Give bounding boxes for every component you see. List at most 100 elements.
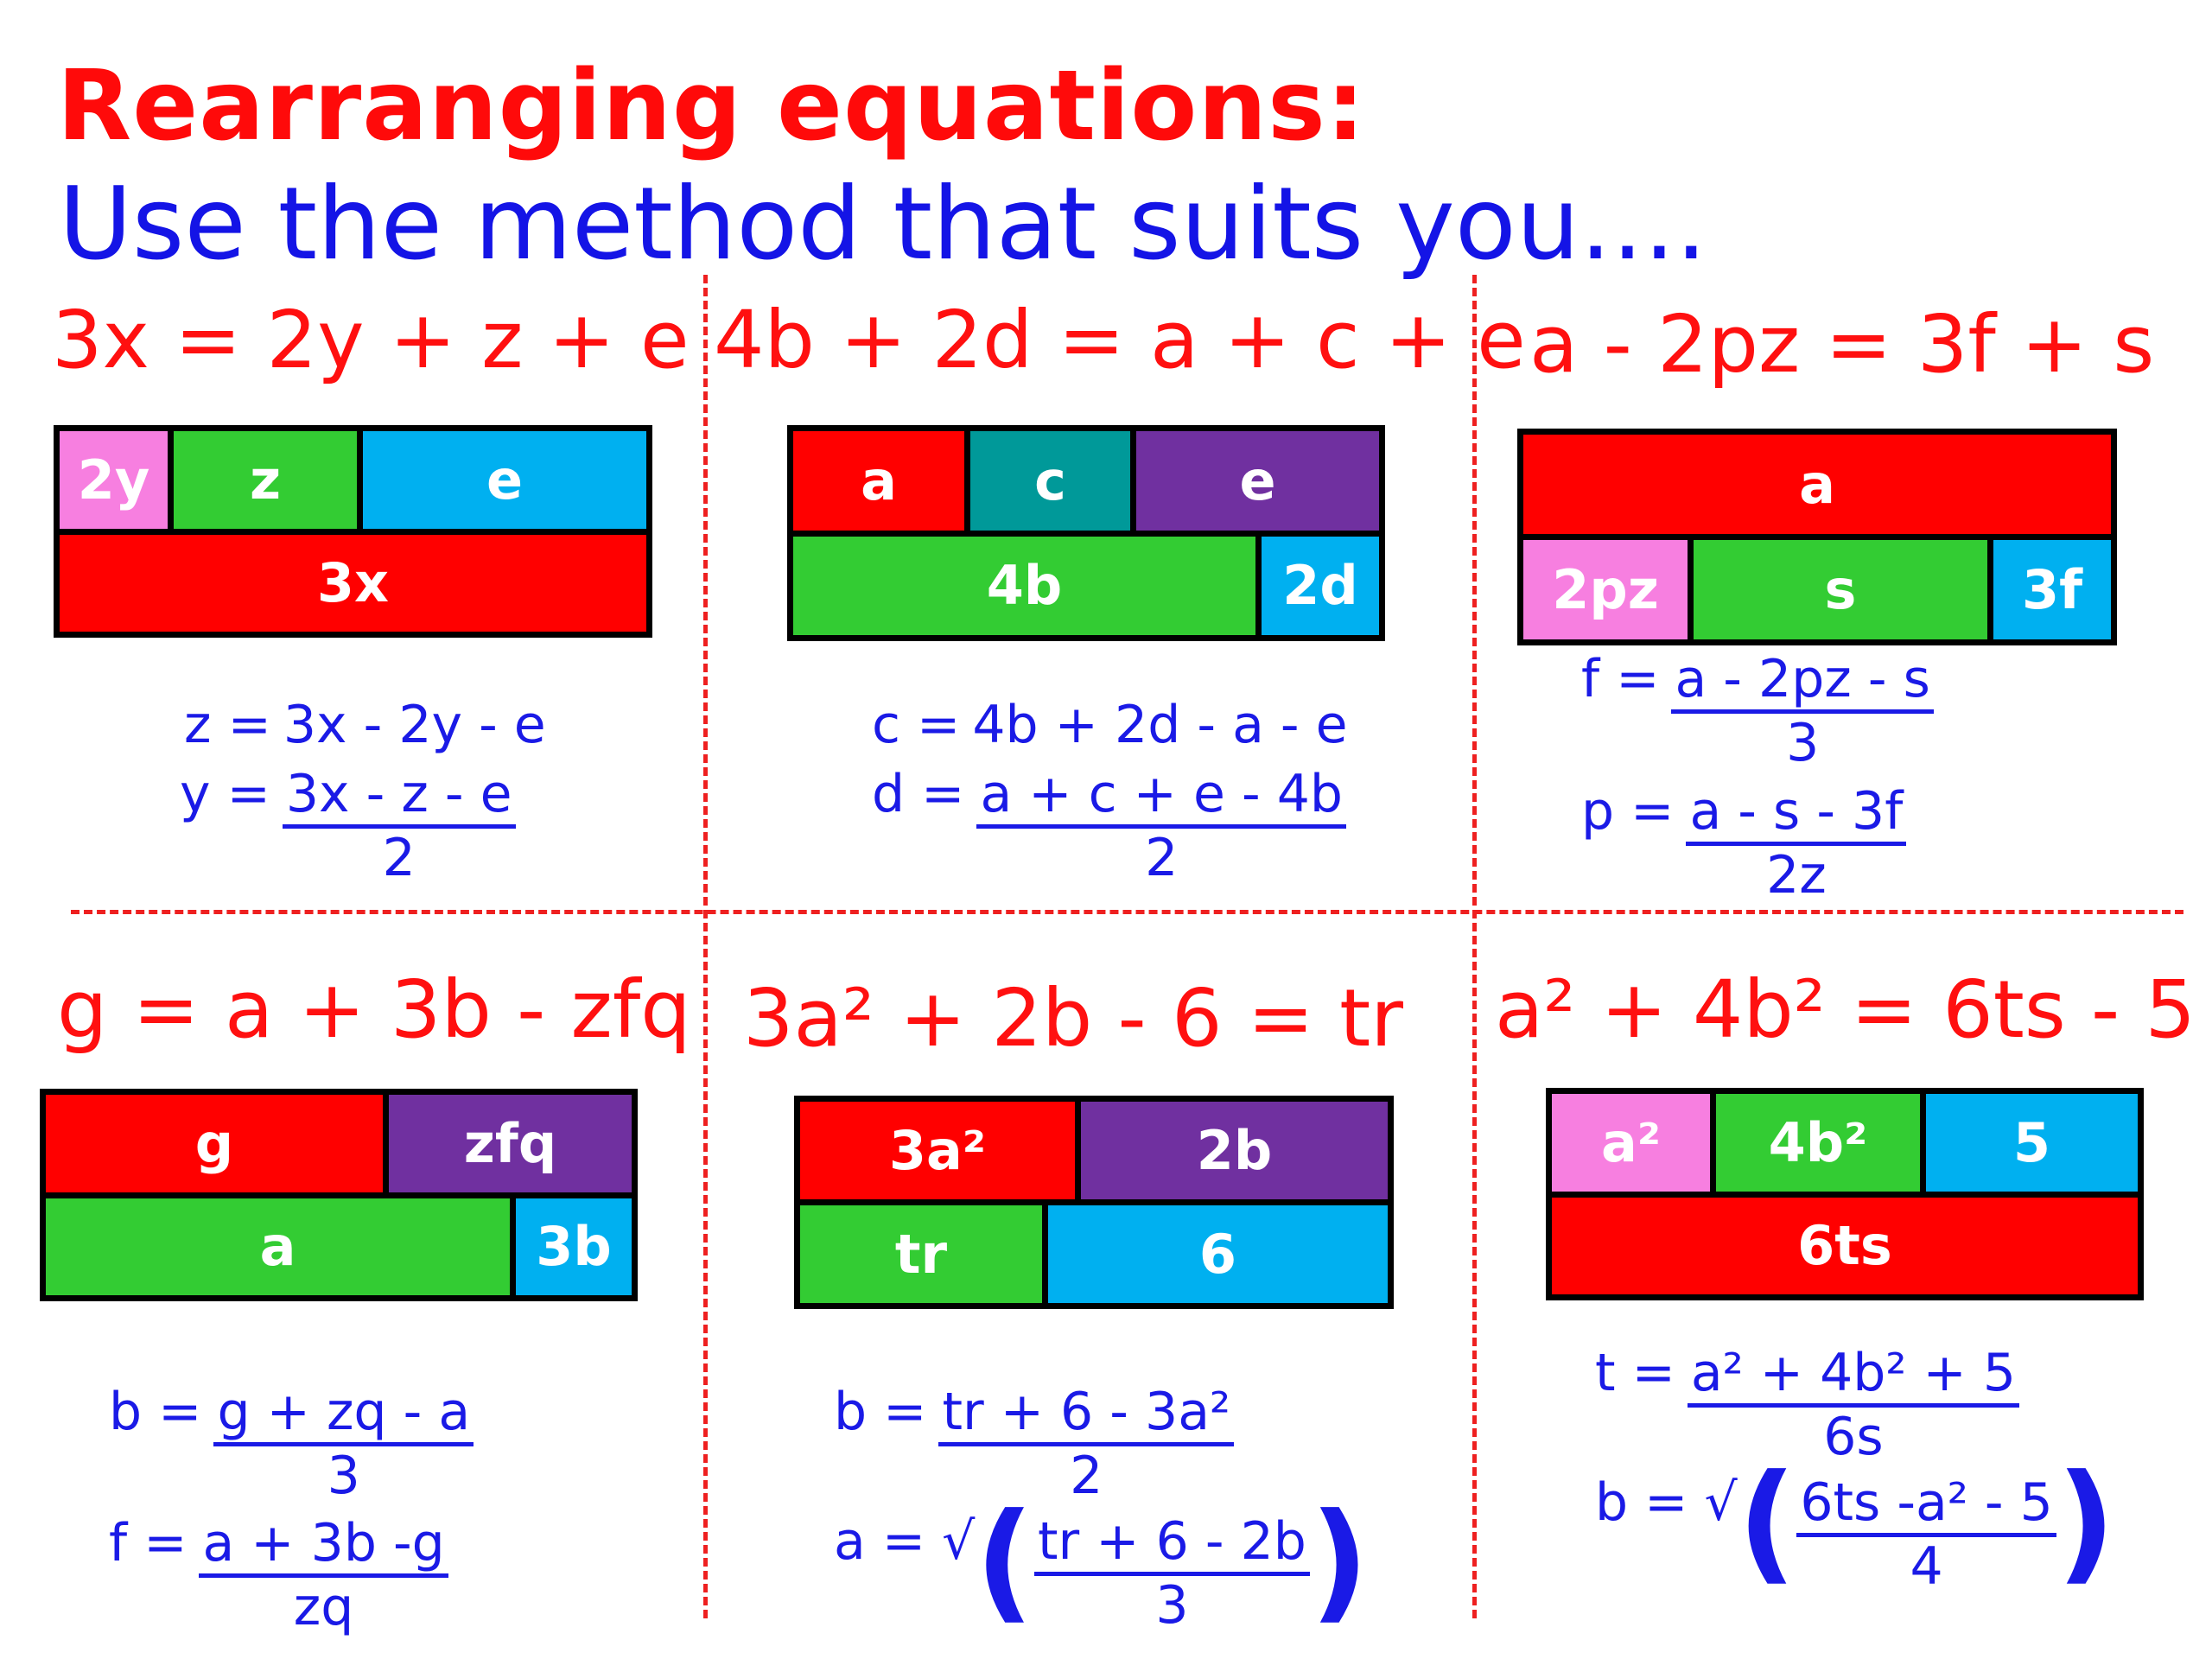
- solution: b = tr + 6 - 3a² 2: [834, 1382, 1235, 1506]
- bar-cell: 6: [1048, 1205, 1388, 1303]
- denominator: 2: [1070, 1446, 1103, 1506]
- bar-cell: zfq: [389, 1095, 632, 1192]
- bar-cell: e: [1136, 431, 1379, 531]
- numerator: tr + 6 - 2b: [1033, 1512, 1310, 1576]
- denominator: 2: [382, 828, 416, 888]
- bar-cell: 3f: [1993, 540, 2111, 639]
- solution-lhs: z =: [184, 695, 271, 755]
- equation-4: g = a + 3b - zfq: [57, 963, 691, 1056]
- bar-cell: 3x: [60, 534, 646, 632]
- bar-cell: tr: [800, 1205, 1042, 1303]
- solution-lhs: f =: [109, 1513, 188, 1573]
- fraction: tr + 6 - 3a² 2: [938, 1382, 1235, 1506]
- divider-horizontal: [71, 910, 2183, 914]
- denominator: zq: [293, 1577, 354, 1637]
- bar-cell: c: [970, 431, 1130, 531]
- solution: z = 3x - 2y - e: [184, 696, 546, 755]
- solution: t = a² + 4b² + 5 6s: [1595, 1343, 2020, 1467]
- equation-5: 3a² + 2b - 6 = tr: [743, 972, 1403, 1065]
- equation-6: a² + 4b² = 6ts - 5: [1495, 963, 2196, 1056]
- bar-cell: 4b: [793, 536, 1255, 635]
- numerator: tr + 6 - 3a²: [938, 1382, 1235, 1446]
- numerator: a² + 4b² + 5: [1687, 1344, 2020, 1408]
- denominator: 3: [1786, 713, 1820, 773]
- bar-cell: 3a²: [800, 1102, 1075, 1199]
- solution-lhs: c =: [872, 695, 961, 755]
- bar-cell: 6ts: [1552, 1197, 2138, 1294]
- solution: f = a + 3b -g zq: [109, 1514, 448, 1637]
- denominator: 6s: [1823, 1407, 1884, 1467]
- bar-model-5: 3a² 2b tr 6: [794, 1096, 1394, 1309]
- bar-cell: 2y: [60, 431, 168, 529]
- solution-lhs: f =: [1581, 649, 1660, 709]
- bar-cell: a: [793, 431, 964, 531]
- equation-2: 4b + 2d = a + c + e: [714, 294, 1526, 386]
- bar-cell: 2b: [1081, 1102, 1388, 1199]
- bar-cell: z: [174, 431, 357, 529]
- open-paren: (: [975, 1486, 1034, 1637]
- numerator: a + 3b -g: [199, 1514, 448, 1578]
- solution-lhs: a = √: [834, 1511, 976, 1572]
- fraction: a - s - 3f 2z: [1686, 782, 1907, 906]
- solution-lhs: p =: [1581, 781, 1675, 842]
- bar-model-3: a 2pz s 3f: [1517, 429, 2117, 645]
- bar-cell: g: [46, 1095, 383, 1192]
- solution-lhs: b =: [834, 1382, 927, 1442]
- numerator: g + zq - a: [213, 1382, 474, 1446]
- bar-model-6: a² 4b² 5 6ts: [1546, 1088, 2144, 1300]
- close-paren: ): [2056, 1447, 2116, 1598]
- solution: d = a + c + e - 4b 2: [872, 765, 1346, 888]
- solution-lhs: y =: [180, 764, 270, 824]
- bar-cell: a: [1523, 435, 2111, 534]
- solution-lhs: b = √: [1595, 1472, 1738, 1533]
- numerator: a - 2pz - s: [1671, 650, 1934, 714]
- divider-vertical-right: [1472, 275, 1477, 1618]
- bar-cell: 4b²: [1716, 1094, 1920, 1192]
- bar-model-2: a c e 4b 2d: [787, 425, 1385, 641]
- bar-cell: 2d: [1262, 536, 1379, 635]
- bar-cell: 5: [1926, 1094, 2138, 1192]
- solution-lhs: d =: [872, 764, 965, 824]
- bar-model-1: 2y z e 3x: [54, 425, 652, 638]
- denominator: 3: [1155, 1575, 1189, 1636]
- denominator: 4: [1910, 1536, 1943, 1597]
- page-title: Rearranging equations:: [57, 50, 1366, 162]
- fraction: a + 3b -g zq: [199, 1514, 448, 1637]
- bar-cell: a: [46, 1198, 510, 1295]
- open-paren: (: [1737, 1447, 1797, 1598]
- denominator: 2: [1145, 828, 1179, 888]
- numerator: a + c + e - 4b: [976, 765, 1346, 829]
- equation-3: a - 2pz = 3f + s: [1529, 298, 2155, 391]
- fraction: a² + 4b² + 5 6s: [1687, 1344, 2020, 1467]
- bar-cell: e: [363, 431, 646, 529]
- fraction: a + c + e - 4b 2: [976, 765, 1346, 888]
- close-paren: ): [1309, 1486, 1370, 1637]
- solution: a = √ ( tr + 6 - 2b 3 ): [834, 1497, 1369, 1636]
- bar-cell: 3b: [516, 1198, 632, 1295]
- fraction: tr + 6 - 2b 3: [1033, 1512, 1310, 1636]
- denominator: 3: [327, 1446, 360, 1506]
- numerator: 6ts -a² - 5: [1796, 1473, 2056, 1537]
- numerator: a - s - 3f: [1686, 782, 1907, 846]
- solution-expr: 3x - 2y - e: [283, 695, 546, 755]
- divider-vertical-left: [703, 275, 708, 1618]
- bar-cell: s: [1694, 540, 1987, 639]
- bar-model-4: g zfq a 3b: [40, 1089, 638, 1301]
- bar-cell: 2pz: [1523, 540, 1688, 639]
- denominator: 2z: [1766, 845, 1827, 906]
- numerator: 3x - z - e: [282, 765, 516, 829]
- page-subtitle: Use the method that suits you....: [59, 166, 1707, 283]
- equation-1: 3x = 2y + z + e: [52, 294, 690, 386]
- solution: c = 4b + 2d - a - e: [872, 696, 1348, 755]
- solution: p = a - s - 3f 2z: [1581, 781, 1907, 906]
- solution-lhs: t =: [1595, 1343, 1675, 1403]
- solution-lhs: b =: [109, 1382, 202, 1442]
